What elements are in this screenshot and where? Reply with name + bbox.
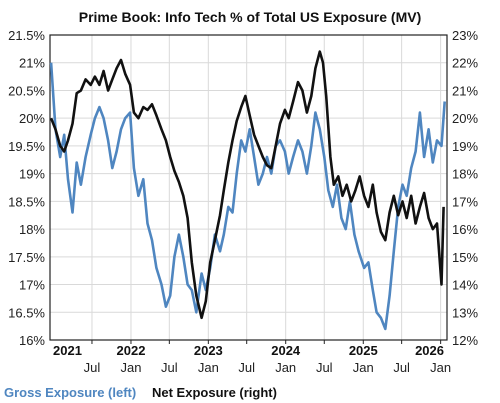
- x-year-label: 2025: [349, 343, 378, 358]
- left-y-tick-label: 21%: [19, 56, 45, 71]
- x-month-label: Jul: [161, 360, 178, 375]
- left-y-tick-label: 20.5%: [8, 83, 45, 98]
- legend-gross-exposure: Gross Exposure (left): [4, 385, 136, 400]
- plot-frame: [49, 34, 448, 341]
- legend: Gross Exposure (left) Net Exposure (righ…: [4, 385, 277, 400]
- x-year-label: 2021: [53, 343, 82, 358]
- x-month-label: Jul: [238, 360, 255, 375]
- x-month-label: Jul: [316, 360, 333, 375]
- right-y-tick-label: 23%: [452, 28, 478, 43]
- legend-net-exposure: Net Exposure (right): [152, 385, 277, 400]
- left-y-tick-label: 19.5%: [8, 139, 45, 154]
- x-month-label: Jan: [430, 360, 451, 375]
- left-y-tick-label: 17.5%: [8, 250, 45, 265]
- left-y-axis: 16% 16.5% 17% 17.5% 18% 18.5% 19% 19.5% 20% 20.5%…: [8, 28, 45, 348]
- x-year-label: 2026: [415, 343, 444, 358]
- left-y-tick-label: 18%: [19, 222, 45, 237]
- x-year-label: 2024: [271, 343, 301, 358]
- right-y-tick-label: 19%: [452, 139, 478, 154]
- right-y-tick-label: 14%: [452, 278, 478, 293]
- left-y-tick-label: 21.5%: [8, 28, 45, 43]
- gross-exposure-line: [49, 62, 446, 331]
- left-y-tick-label: 16%: [19, 333, 45, 348]
- right-y-tick-label: 12%: [452, 333, 478, 348]
- left-y-tick-label: 18.5%: [8, 194, 45, 209]
- right-y-tick-label: 15%: [452, 250, 478, 265]
- left-y-tick-label: 17%: [19, 278, 45, 293]
- chart-title: Prime Book: Info Tech % of Total US Expo…: [79, 9, 422, 25]
- gridlines: [50, 34, 447, 341]
- x-axis: Jul Jan Jul Jan Jul Jan Jul Jan Jul Jan 2021 2022 20…: [53, 340, 451, 375]
- x-month-label: Jan: [275, 360, 296, 375]
- plot-border: [49, 34, 448, 341]
- right-y-axis: 12% 13% 14% 15% 16% 17% 18% 19% 20% 21% 22% 23%: [452, 28, 478, 348]
- series-lines: [49, 50, 446, 331]
- right-y-tick-label: 21%: [452, 83, 478, 98]
- x-month-label: Jul: [84, 360, 101, 375]
- right-y-tick-label: 13%: [452, 305, 478, 320]
- right-y-tick-label: 18%: [452, 167, 478, 182]
- x-year-label: 2022: [117, 343, 146, 358]
- x-month-label: Jan: [198, 360, 219, 375]
- left-y-tick-label: 16.5%: [8, 305, 45, 320]
- net-exposure-line: [49, 50, 445, 320]
- left-y-tick-label: 19%: [19, 167, 45, 182]
- right-y-tick-label: 22%: [452, 56, 478, 71]
- right-y-tick-label: 20%: [452, 111, 478, 126]
- right-y-tick-label: 16%: [452, 222, 478, 237]
- x-month-label: Jan: [120, 360, 141, 375]
- x-year-label: 2023: [194, 343, 223, 358]
- left-y-tick-label: 20%: [19, 111, 45, 126]
- right-y-tick-label: 17%: [452, 194, 478, 209]
- x-month-label: Jul: [393, 360, 410, 375]
- x-month-label: Jan: [353, 360, 374, 375]
